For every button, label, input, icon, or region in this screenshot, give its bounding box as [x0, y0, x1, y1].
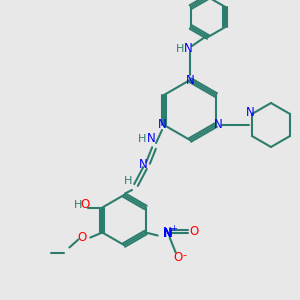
Text: N: N: [163, 227, 172, 240]
Text: N: N: [163, 227, 173, 240]
Text: N: N: [186, 74, 194, 86]
Text: N: N: [214, 118, 222, 131]
Text: N: N: [163, 226, 172, 239]
Text: N: N: [184, 43, 192, 56]
Text: H: H: [138, 134, 146, 144]
Text: H: H: [176, 44, 184, 54]
Text: O: O: [81, 198, 90, 211]
Text: -: -: [183, 250, 187, 260]
Text: O: O: [189, 225, 198, 238]
Text: H: H: [124, 176, 132, 186]
Text: O: O: [173, 251, 182, 264]
Text: O: O: [78, 231, 87, 244]
Text: N: N: [139, 158, 147, 172]
Text: N: N: [158, 118, 166, 131]
Text: +: +: [170, 224, 177, 233]
Text: N: N: [147, 133, 155, 146]
Text: H: H: [74, 200, 82, 209]
Text: N: N: [246, 106, 254, 118]
